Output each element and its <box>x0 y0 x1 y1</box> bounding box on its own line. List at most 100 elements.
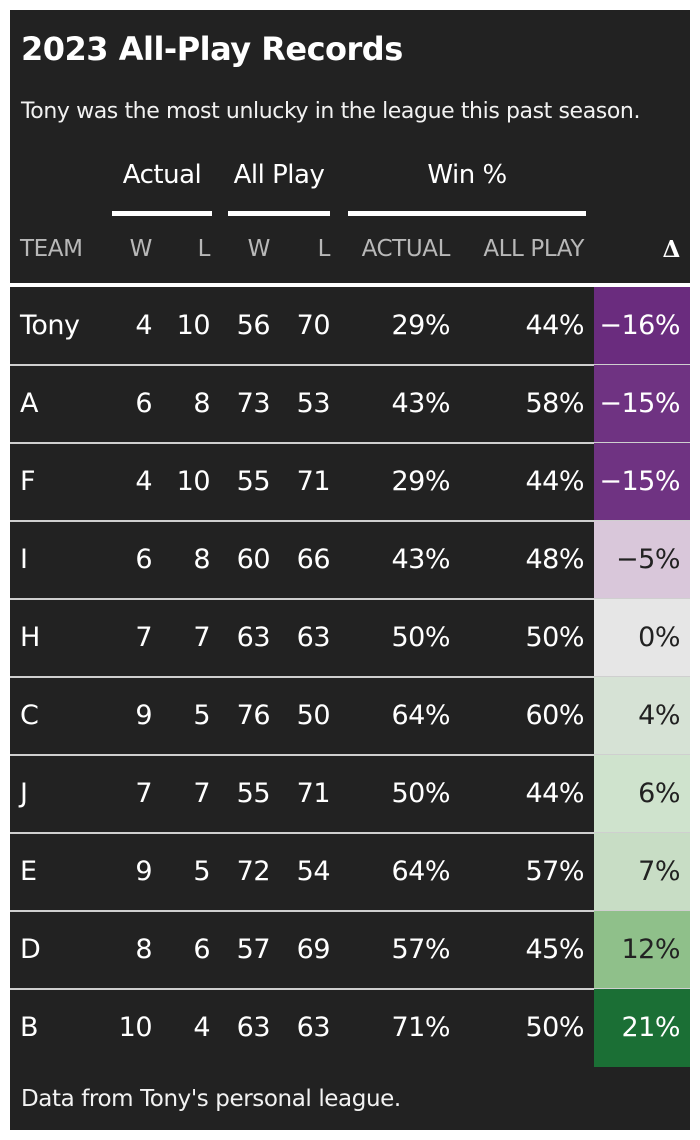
all-play-records-table-card: 2023 All-Play Records Tony was the most … <box>10 10 690 1130</box>
cell-delta: 21% <box>594 989 690 1067</box>
cell-win-allplay: 48% <box>525 544 584 575</box>
cell-team: I <box>20 544 28 575</box>
cell-delta: −5% <box>594 521 690 599</box>
group-header-all-play: All Play <box>233 160 325 190</box>
table-row: J 7 7 55 71 50% 44% 6% <box>10 755 690 833</box>
table-subtitle: Tony was the most unlucky in the league … <box>21 99 641 124</box>
table-row: Tony 4 10 56 70 29% 44% −16% <box>10 287 690 365</box>
cell-delta: 7% <box>594 833 690 911</box>
cell-actual-w: 4 <box>135 310 152 341</box>
cell-allplay-w: 55 <box>236 778 271 809</box>
table-row: A 6 8 73 53 43% 58% −15% <box>10 365 690 443</box>
cell-win-actual: 64% <box>391 856 450 887</box>
cell-team: B <box>20 1012 39 1043</box>
cell-win-actual: 50% <box>391 778 450 809</box>
cell-allplay-w: 63 <box>236 622 271 653</box>
table-row: C 9 5 76 50 64% 60% 4% <box>10 677 690 755</box>
cell-allplay-l: 50 <box>296 700 331 731</box>
row-divider <box>10 754 690 756</box>
cell-win-allplay: 44% <box>525 310 584 341</box>
group-header-actual: Actual <box>122 160 202 190</box>
cell-win-actual: 71% <box>391 1012 450 1043</box>
cell-delta: −15% <box>594 443 690 521</box>
cell-team: A <box>20 388 38 419</box>
cell-allplay-w: 63 <box>236 1012 271 1043</box>
table-footnote: Data from Tony's personal league. <box>21 1086 401 1112</box>
cell-team: D <box>20 934 41 965</box>
cell-team: Tony <box>20 310 80 341</box>
cell-actual-w: 4 <box>135 466 152 497</box>
cell-win-actual: 29% <box>391 466 450 497</box>
cell-win-actual: 43% <box>391 544 450 575</box>
table-row: D 8 6 57 69 57% 45% 12% <box>10 911 690 989</box>
table-row: I 6 8 60 66 43% 48% −5% <box>10 521 690 599</box>
column-header-win-actual: ACTUAL <box>361 236 451 262</box>
cell-actual-w: 8 <box>135 934 152 965</box>
cell-actual-w: 9 <box>135 700 152 731</box>
cell-delta: 4% <box>594 677 690 755</box>
cell-actual-w: 6 <box>135 544 152 575</box>
column-header-team: TEAM <box>20 236 83 262</box>
cell-win-allplay: 60% <box>525 700 584 731</box>
header-divider <box>10 283 690 287</box>
cell-allplay-w: 60 <box>236 544 271 575</box>
cell-win-allplay: 44% <box>525 466 584 497</box>
cell-actual-l: 10 <box>176 310 211 341</box>
cell-win-allplay: 57% <box>525 856 584 887</box>
cell-team: C <box>20 700 39 731</box>
cell-actual-w: 7 <box>135 622 152 653</box>
row-divider <box>10 676 690 678</box>
cell-delta: 0% <box>594 599 690 677</box>
cell-actual-w: 6 <box>135 388 152 419</box>
cell-allplay-l: 53 <box>296 388 331 419</box>
cell-actual-l: 5 <box>193 700 210 731</box>
cell-allplay-l: 66 <box>296 544 331 575</box>
cell-allplay-l: 63 <box>296 1012 331 1043</box>
cell-allplay-w: 73 <box>236 388 271 419</box>
row-divider <box>10 988 690 990</box>
cell-actual-l: 7 <box>193 778 210 809</box>
column-header-actual-w: W <box>129 236 153 262</box>
cell-team: F <box>20 466 36 497</box>
cell-actual-l: 4 <box>193 1012 210 1043</box>
group-header-win-pct: Win % <box>427 160 507 190</box>
cell-allplay-l: 63 <box>296 622 331 653</box>
cell-allplay-l: 69 <box>296 934 331 965</box>
cell-actual-l: 8 <box>193 544 210 575</box>
cell-allplay-w: 57 <box>236 934 271 965</box>
cell-team: E <box>20 856 37 887</box>
row-divider <box>10 364 690 366</box>
cell-allplay-l: 71 <box>296 778 331 809</box>
cell-delta: 6% <box>594 755 690 833</box>
cell-win-allplay: 45% <box>525 934 584 965</box>
row-divider <box>10 442 690 444</box>
cell-allplay-w: 76 <box>236 700 271 731</box>
cell-allplay-w: 55 <box>236 466 271 497</box>
cell-allplay-l: 54 <box>296 856 331 887</box>
table-row: H 7 7 63 63 50% 50% 0% <box>10 599 690 677</box>
cell-actual-l: 7 <box>193 622 210 653</box>
cell-team: J <box>20 778 28 809</box>
group-underline-win-pct <box>348 211 586 216</box>
cell-win-actual: 43% <box>391 388 450 419</box>
cell-actual-l: 8 <box>193 388 210 419</box>
cell-allplay-w: 56 <box>236 310 271 341</box>
cell-win-allplay: 50% <box>525 1012 584 1043</box>
column-header-actual-l: L <box>197 236 211 262</box>
cell-delta: −16% <box>594 287 690 365</box>
cell-delta: −15% <box>594 365 690 443</box>
column-header-win-allplay: ALL PLAY <box>483 236 584 262</box>
cell-actual-w: 9 <box>135 856 152 887</box>
table-title: 2023 All-Play Records <box>21 30 403 68</box>
table-row: B 10 4 63 63 71% 50% 21% <box>10 989 690 1067</box>
cell-win-actual: 64% <box>391 700 450 731</box>
cell-allplay-l: 70 <box>296 310 331 341</box>
cell-actual-l: 5 <box>193 856 210 887</box>
cell-win-allplay: 44% <box>525 778 584 809</box>
cell-win-allplay: 58% <box>525 388 584 419</box>
column-header-allplay-l: L <box>317 236 331 262</box>
cell-actual-l: 6 <box>193 934 210 965</box>
cell-team: H <box>20 622 40 653</box>
table-row: F 4 10 55 71 29% 44% −15% <box>10 443 690 521</box>
group-underline-all-play <box>228 211 330 216</box>
